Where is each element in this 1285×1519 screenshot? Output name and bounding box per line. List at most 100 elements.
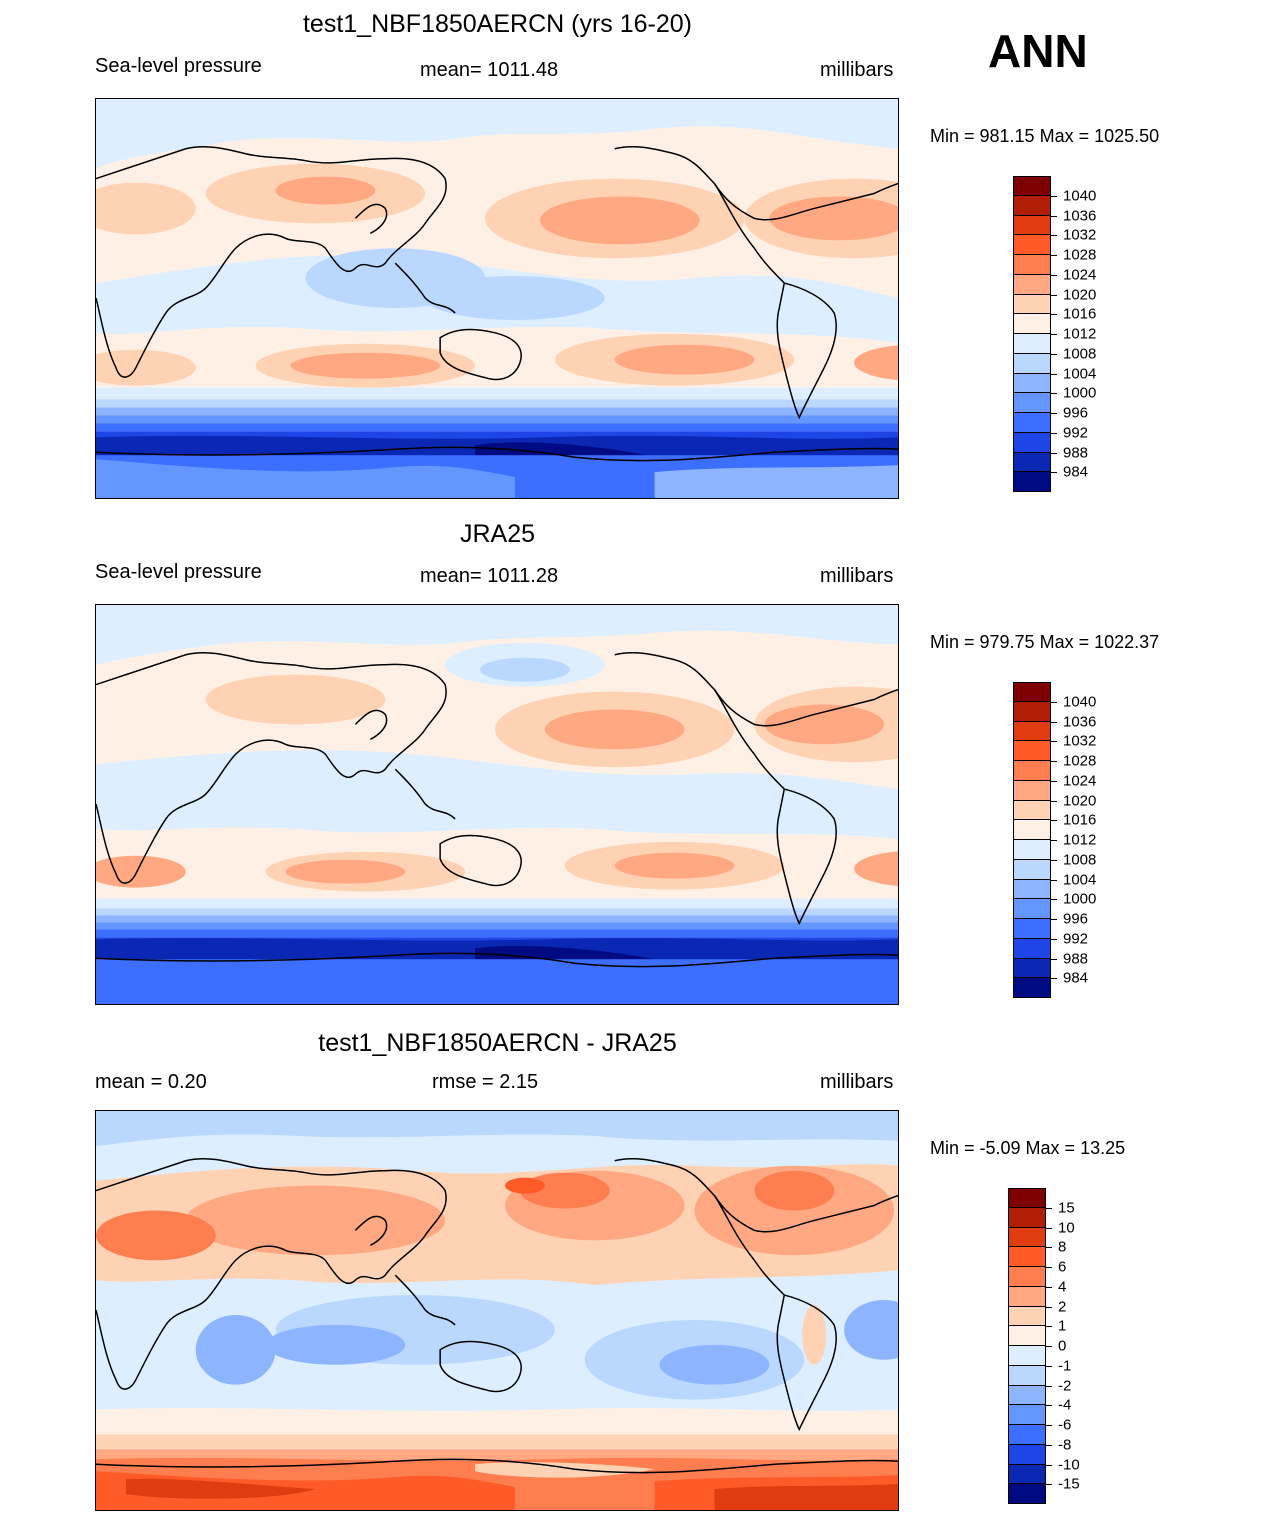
colorbar-label: 988 bbox=[1063, 444, 1089, 461]
colorbar-swatch bbox=[1013, 195, 1051, 216]
colorbar-label: 1032 bbox=[1063, 732, 1097, 750]
colorbar-swatch bbox=[1013, 235, 1051, 255]
colorbar-swatch bbox=[1013, 938, 1051, 959]
colorbar-swatch bbox=[1008, 1267, 1046, 1287]
colorbar-tick bbox=[1051, 353, 1057, 355]
colorbar-label: 8 bbox=[1058, 1238, 1067, 1256]
colorbar-tick bbox=[1046, 1365, 1052, 1367]
colorbar-swatch bbox=[1013, 274, 1051, 295]
colorbar-tick bbox=[1051, 938, 1057, 940]
colorbar-swatch bbox=[1013, 373, 1051, 394]
colorbar-swatch bbox=[1013, 215, 1051, 236]
colorbar-label: 1004 bbox=[1063, 365, 1097, 382]
colorbar-swatch bbox=[1013, 919, 1051, 939]
colorbar-swatch bbox=[1013, 721, 1051, 742]
colorbar-tick bbox=[1046, 1207, 1052, 1209]
panel-1-minmax: Min = 981.15 Max = 1025.50 bbox=[930, 126, 1160, 146]
panel-2-title: JRA25 bbox=[459, 520, 536, 548]
colorbar-swatch bbox=[1013, 800, 1051, 821]
colorbar-tick bbox=[1051, 334, 1057, 335]
colorbar-label: 1004 bbox=[1063, 871, 1097, 888]
colorbar-label: 1024 bbox=[1063, 266, 1097, 284]
colorbar-swatch bbox=[1008, 1484, 1046, 1504]
colorbar-tick bbox=[1046, 1227, 1052, 1229]
colorbar-tick bbox=[1051, 235, 1057, 237]
colorbar-tick bbox=[1051, 958, 1057, 960]
colorbar-swatch bbox=[1013, 432, 1051, 453]
colorbar-label: 1040 bbox=[1063, 693, 1097, 711]
colorbar-tick bbox=[1051, 294, 1057, 296]
colorbar-label: 1020 bbox=[1063, 792, 1097, 809]
colorbar-swatch bbox=[1013, 255, 1051, 275]
colorbar-swatch bbox=[1013, 741, 1051, 761]
colorbar-tick bbox=[1046, 1444, 1052, 1446]
colorbar-tick bbox=[1051, 978, 1057, 980]
colorbar-tick bbox=[1051, 195, 1057, 197]
panel-3-mean-label: mean = 0.20 bbox=[95, 1071, 207, 1093]
colorbar-label: 1008 bbox=[1063, 345, 1097, 363]
colorbar-label: -10 bbox=[1058, 1456, 1080, 1473]
colorbar-label: 1 bbox=[1058, 1317, 1067, 1335]
colorbar-tick bbox=[1051, 840, 1057, 841]
panel-3-field bbox=[96, 1111, 898, 1510]
colorbar-tick bbox=[1051, 741, 1057, 743]
colorbar-label: 0 bbox=[1058, 1337, 1067, 1355]
colorbar-label: -15 bbox=[1058, 1475, 1080, 1493]
colorbar-swatch bbox=[1013, 472, 1051, 492]
colorbar-tick bbox=[1051, 215, 1057, 217]
colorbar-tick bbox=[1051, 393, 1057, 395]
colorbar-label: 1024 bbox=[1063, 772, 1097, 790]
colorbar-swatch bbox=[1013, 682, 1051, 702]
colorbar-tick bbox=[1046, 1247, 1052, 1249]
colorbar-label: -8 bbox=[1058, 1436, 1072, 1454]
colorbar-swatch bbox=[1013, 452, 1051, 473]
colorbar-tick bbox=[1051, 800, 1057, 802]
panel-1-field bbox=[96, 99, 898, 498]
colorbar-tick bbox=[1051, 859, 1057, 861]
colorbar-swatch bbox=[1013, 780, 1051, 801]
colorbar-label: 996 bbox=[1063, 910, 1089, 928]
colorbar-label: -6 bbox=[1058, 1416, 1072, 1434]
colorbar-swatch bbox=[1008, 1207, 1046, 1228]
panel-2-field bbox=[96, 605, 898, 1004]
colorbar-label: 1036 bbox=[1063, 207, 1097, 224]
colorbar-label: 1020 bbox=[1063, 286, 1097, 303]
colorbar-tick bbox=[1051, 274, 1057, 276]
colorbar-swatch bbox=[1013, 413, 1051, 433]
panel-1-colorbar: 1040 1036 1032 1028 1024 1020 1016 1012 1008 1004… bbox=[1013, 176, 1103, 492]
colorbar-label: 1012 bbox=[1063, 325, 1097, 343]
colorbar-label: 1016 bbox=[1063, 811, 1097, 829]
colorbar-swatch bbox=[1013, 840, 1051, 860]
colorbar-swatch bbox=[1013, 958, 1051, 979]
panel-2-mean-label: mean= 1011.28 bbox=[420, 565, 559, 587]
colorbar-tick bbox=[1046, 1484, 1052, 1486]
panel-3-minmax: Min = -5.09 Max = 13.25 bbox=[930, 1138, 1126, 1158]
colorbar-tick bbox=[1051, 879, 1057, 881]
colorbar-swatch bbox=[1013, 859, 1051, 880]
colorbar-label: 1032 bbox=[1063, 226, 1097, 244]
panel-1-variable-label: Sea-level pressure bbox=[95, 55, 262, 77]
colorbar-label: 1000 bbox=[1063, 890, 1097, 908]
colorbar-swatch bbox=[1013, 334, 1051, 354]
colorbar-swatch bbox=[1013, 353, 1051, 374]
panel-2-minmax: Min = 979.75 Max = 1022.37 bbox=[930, 632, 1160, 652]
colorbar-swatch bbox=[1008, 1286, 1046, 1307]
panel-2-units-label: millibars bbox=[820, 565, 894, 587]
colorbar-tick bbox=[1046, 1326, 1052, 1328]
colorbar-tick bbox=[1051, 820, 1057, 822]
colorbar-tick bbox=[1051, 452, 1057, 454]
colorbar-swatch bbox=[1013, 899, 1051, 919]
colorbar-label: -4 bbox=[1058, 1396, 1072, 1414]
season-label: ANN bbox=[988, 25, 1088, 77]
colorbar-tick bbox=[1051, 701, 1057, 703]
panel-3-map bbox=[95, 1110, 899, 1511]
colorbar-label: 1000 bbox=[1063, 384, 1097, 402]
panel-1-title: test1_NBF1850AERCN (yrs 16-20) bbox=[302, 10, 693, 38]
colorbar-label: 2 bbox=[1058, 1298, 1067, 1315]
panel-3-units-label: millibars bbox=[820, 1071, 894, 1093]
colorbar-label: 992 bbox=[1063, 424, 1089, 442]
colorbar-label: 4 bbox=[1058, 1278, 1067, 1296]
colorbar-swatch bbox=[1013, 176, 1051, 196]
colorbar-tick bbox=[1046, 1346, 1052, 1347]
colorbar-swatch bbox=[1008, 1306, 1046, 1327]
